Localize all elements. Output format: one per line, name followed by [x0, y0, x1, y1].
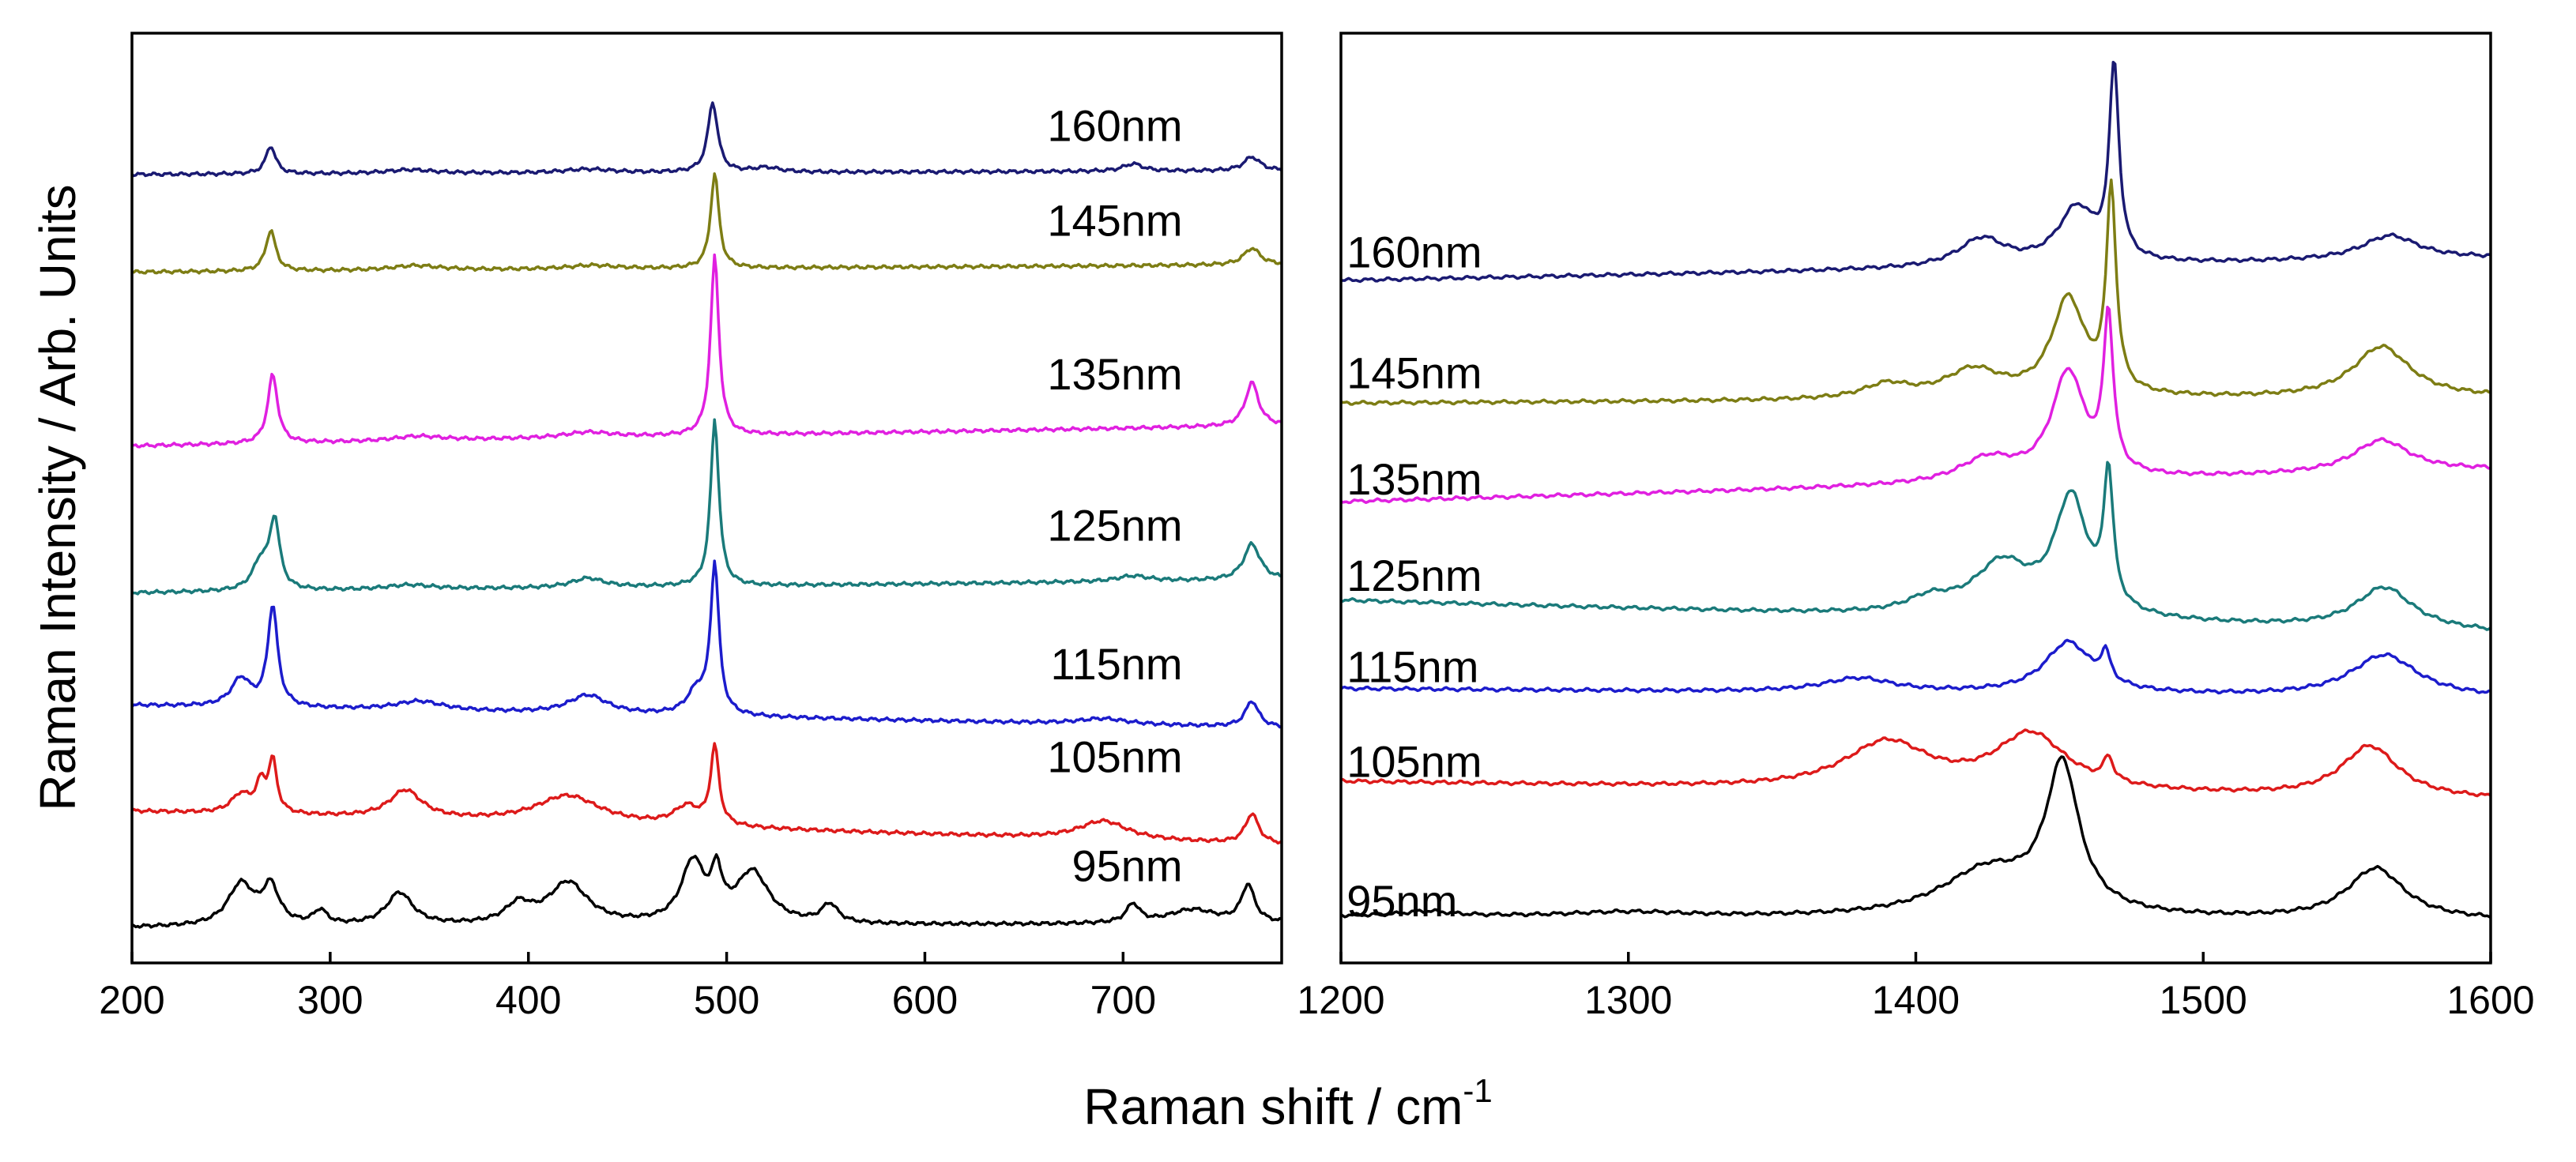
left-spectrum-135nm	[131, 253, 1282, 449]
right-spectrum-135nm	[1340, 305, 2491, 505]
left-x-ticks: 200 300 400 500 600 700	[99, 952, 1156, 1022]
left-label-135nm: 135nm	[1047, 349, 1182, 399]
right-label-160nm: 160nm	[1346, 228, 1482, 277]
right-x-ticks: 1200 1300 1400 1500 1600	[1297, 952, 2535, 1022]
right-tick-label-1200: 1200	[1297, 978, 1384, 1022]
left-curves	[130, 101, 1283, 929]
left-label-105nm: 105nm	[1047, 732, 1182, 782]
left-plot-frame	[130, 32, 1283, 965]
right-tick-label-1600: 1600	[2446, 978, 2534, 1022]
left-spectrum-125nm	[132, 418, 1282, 596]
left-series-labels: 160nm 145nm 135nm 125nm 115nm 105nm 95nm	[1047, 101, 1182, 891]
left-spectrum-95nm	[131, 853, 1282, 929]
left-tick-label-500: 500	[694, 978, 759, 1022]
right-tick-label-1300: 1300	[1584, 978, 1672, 1022]
left-tick-label-200: 200	[99, 978, 164, 1022]
left-tick-label-400: 400	[495, 978, 561, 1022]
right-spectrum-95nm	[1340, 755, 2491, 919]
right-spectrum-125nm	[1340, 461, 2492, 631]
left-label-145nm: 145nm	[1047, 196, 1182, 246]
right-spectrum-115nm	[1339, 638, 2491, 695]
left-spectrum-105nm	[130, 742, 1283, 845]
left-label-95nm: 95nm	[1071, 840, 1182, 890]
x-axis-label: Raman shift / cm-1	[1083, 1072, 1492, 1135]
right-plot-frame	[1339, 32, 2492, 965]
left-tick-label-600: 600	[892, 978, 958, 1022]
right-label-105nm: 105nm	[1346, 737, 1482, 787]
right-spectrum-105nm	[1340, 728, 2492, 798]
x-axis-label-main: Raman shift / cm	[1083, 1078, 1463, 1135]
right-spectrum-145nm	[1340, 178, 2491, 406]
left-label-125nm: 125nm	[1047, 501, 1182, 551]
right-label-145nm: 145nm	[1346, 348, 1482, 398]
x-axis-label-superscript: -1	[1463, 1072, 1492, 1109]
right-label-125nm: 125nm	[1346, 551, 1482, 600]
y-axis-label: Raman Intensity / Arb. Units	[29, 184, 86, 810]
right-label-95nm: 95nm	[1346, 876, 1457, 926]
right-spectrum-160nm	[1340, 60, 2491, 284]
right-curves	[1339, 60, 2492, 919]
right-tick-label-1400: 1400	[1872, 978, 1960, 1022]
left-spectrum-115nm	[130, 559, 1282, 729]
left-spectrum-145nm	[131, 172, 1282, 275]
left-tick-label-300: 300	[297, 978, 363, 1022]
left-panel: 160nm 145nm 135nm 125nm 115nm 105nm 95nm 200 30…	[99, 32, 1283, 1022]
left-label-160nm: 160nm	[1047, 101, 1182, 151]
left-label-115nm: 115nm	[1050, 639, 1182, 689]
right-label-135nm: 135nm	[1346, 454, 1482, 504]
left-spectrum-160nm	[131, 101, 1283, 178]
right-label-115nm: 115nm	[1346, 642, 1478, 692]
right-tick-label-1500: 1500	[2160, 978, 2247, 1022]
left-tick-label-700: 700	[1090, 978, 1156, 1022]
right-series-labels: 160nm 145nm 135nm 125nm 115nm 105nm 95nm	[1346, 228, 1482, 927]
